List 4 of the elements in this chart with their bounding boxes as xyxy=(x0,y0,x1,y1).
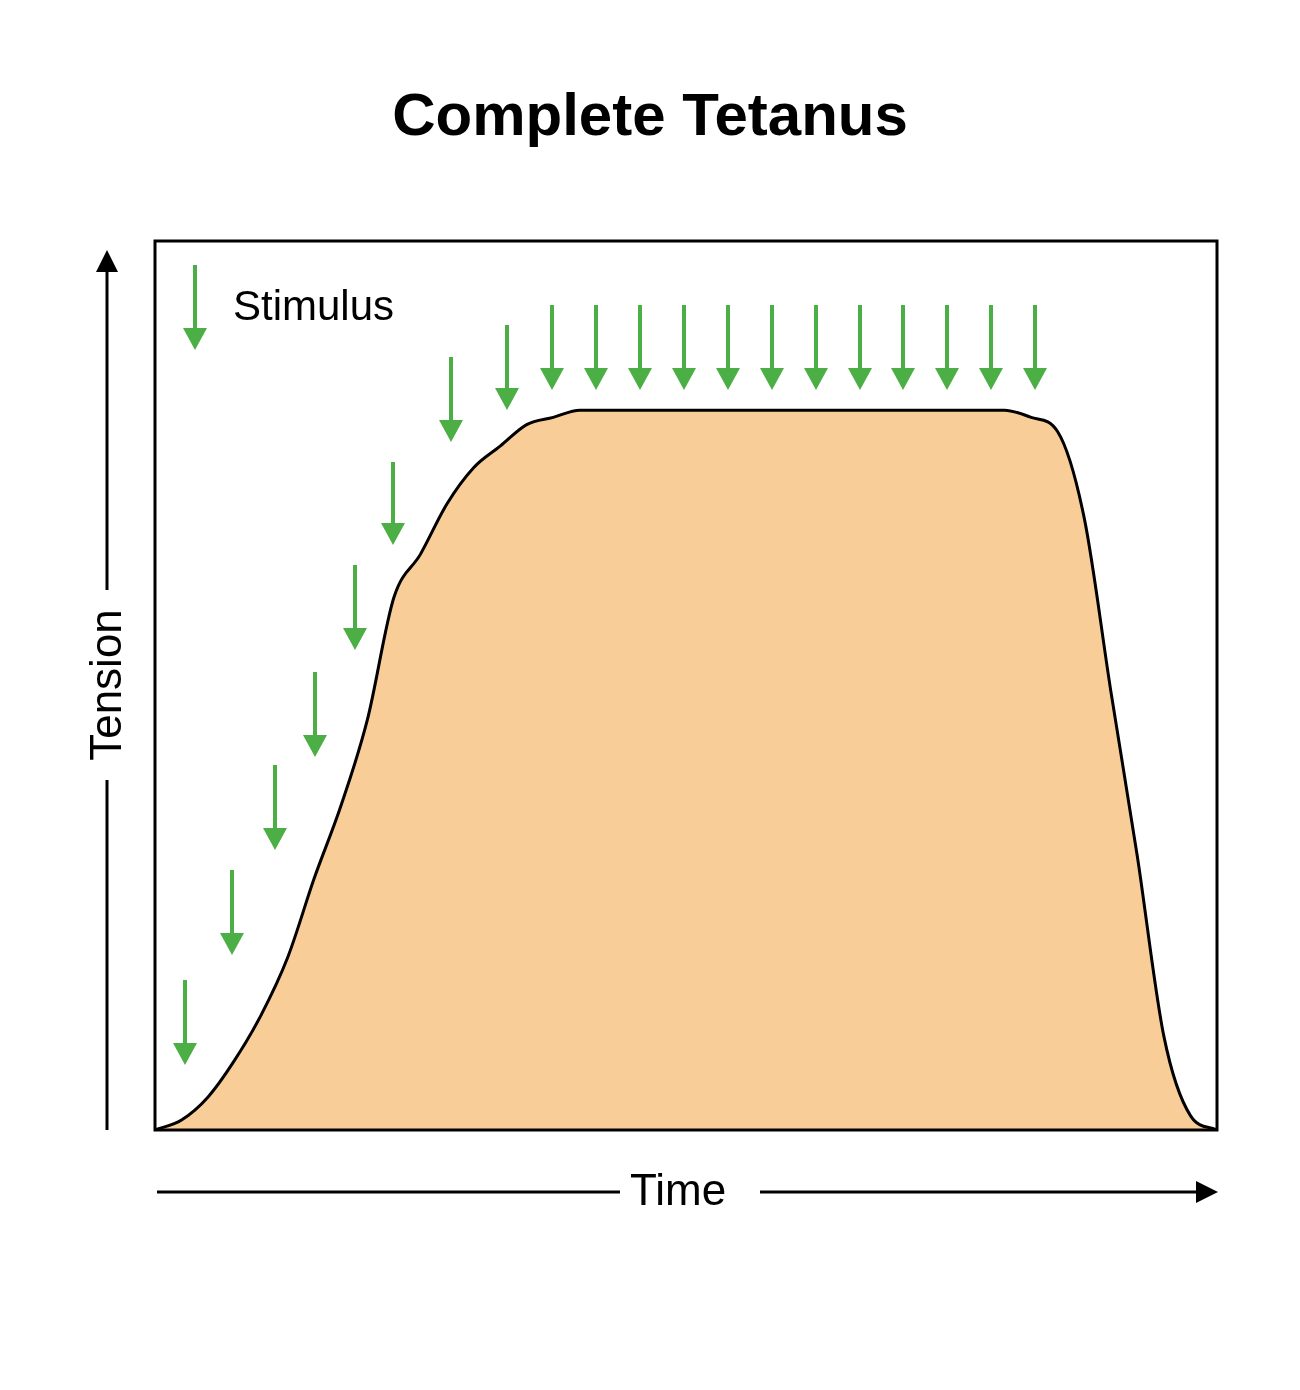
chart-title: Complete Tetanus xyxy=(391,80,909,149)
text: Stimulus xyxy=(233,282,395,330)
y-axis-title: Tension xyxy=(81,609,131,761)
x-axis-title: Time xyxy=(630,1165,727,1215)
